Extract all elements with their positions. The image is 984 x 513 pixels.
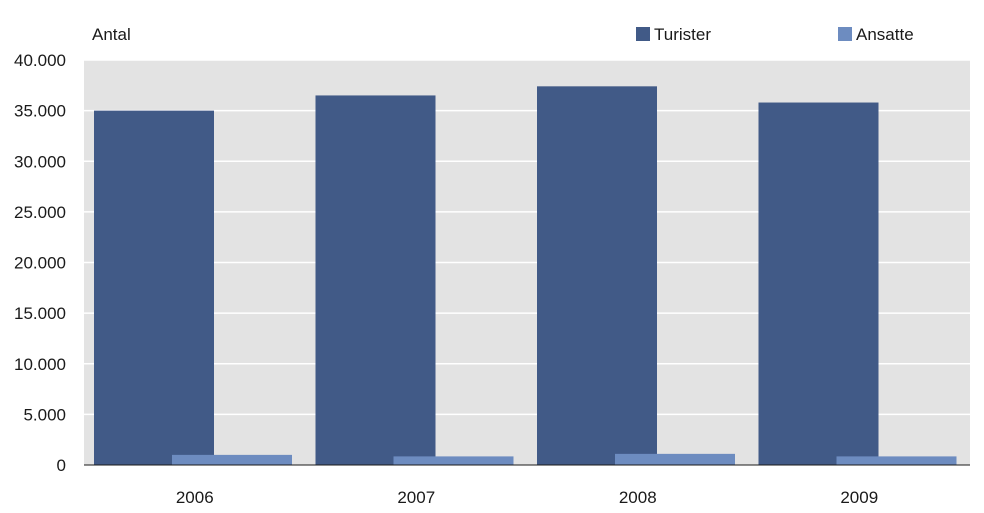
y-tick-label: 10.000 xyxy=(14,355,66,374)
legend-label-turister: Turister xyxy=(654,25,711,44)
bar-ansatte-2008 xyxy=(615,453,735,465)
x-tick-labels: 2006 2007 2008 2009 xyxy=(176,488,878,507)
y-tick-labels: 0 5.000 10.000 15.000 20.000 25.000 30.000 35.0… xyxy=(14,51,66,475)
y-tick-label: 35.000 xyxy=(14,102,66,121)
y-tick-label: 0 xyxy=(57,456,66,475)
legend-swatch-ansatte xyxy=(838,27,852,41)
x-tick-label: 2007 xyxy=(397,488,435,507)
y-tick-label: 15.000 xyxy=(14,304,66,323)
y-tick-label: 40.000 xyxy=(14,51,66,70)
legend-label-ansatte: Ansatte xyxy=(856,25,914,44)
y-tick-label: 5.000 xyxy=(23,405,66,424)
y-tick-label: 30.000 xyxy=(14,152,66,171)
bar-turister-2007 xyxy=(315,95,436,465)
y-tick-label: 25.000 xyxy=(14,203,66,222)
legend-swatch-turister xyxy=(636,27,650,41)
bar-ansatte-2007 xyxy=(393,456,514,465)
bar-turister-2009 xyxy=(758,102,879,466)
bar-ansatte-2009 xyxy=(836,456,957,465)
x-tick-label: 2006 xyxy=(176,488,214,507)
x-tick-label: 2008 xyxy=(619,488,657,507)
bars xyxy=(94,86,957,466)
x-tick-label: 2009 xyxy=(840,488,878,507)
y-tick-label: 20.000 xyxy=(14,254,66,273)
bar-turister-2008 xyxy=(537,86,657,465)
bar-turister-2006 xyxy=(94,110,214,465)
bar-ansatte-2006 xyxy=(172,454,292,465)
legend: Turister Ansatte xyxy=(636,25,914,44)
y-axis-title: Antal xyxy=(92,25,131,44)
